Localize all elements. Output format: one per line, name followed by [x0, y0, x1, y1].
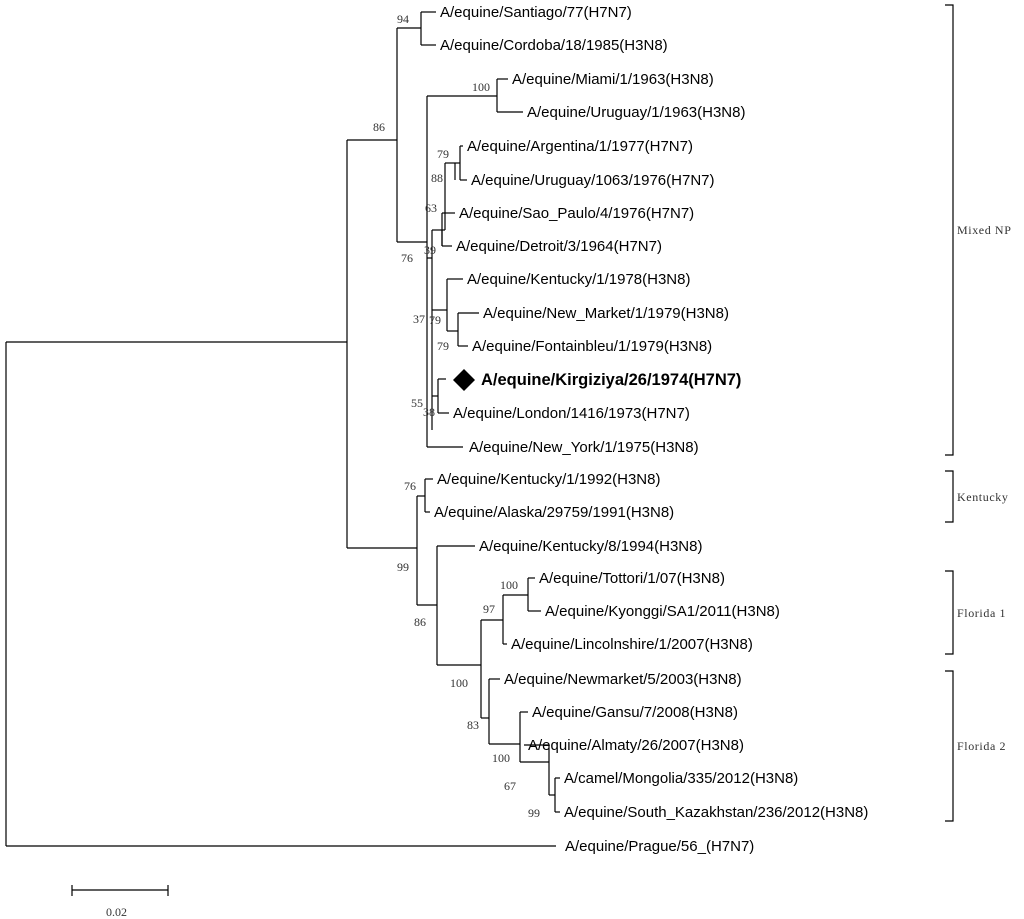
leaf-label: A/equine/Prague/56_(H7N7) [565, 838, 754, 855]
clade-label-kentucky: Kentucky [957, 490, 1008, 504]
leaf-label: A/equine/Miami/1/1963(H3N8) [512, 71, 714, 88]
bootstrap-value: 100 [472, 80, 490, 94]
bootstrap-value: 76 [401, 251, 413, 265]
bootstrap-value: 86 [414, 615, 426, 629]
leaf-label: A/equine/Almaty/26/2007(H3N8) [528, 737, 744, 754]
bootstrap-value: 100 [450, 676, 468, 690]
leaf-label: A/equine/Uruguay/1063/1976(H7N7) [471, 172, 715, 189]
leaf-label: A/equine/Kentucky/8/1994(H3N8) [479, 538, 702, 555]
leaf-label: A/equine/Lincolnshire/1/2007(H3N8) [511, 636, 753, 653]
bootstrap-value: 79 [437, 147, 449, 161]
scale-bar: 0.02 [71, 885, 169, 919]
leaf-label: A/equine/South_Kazakhstan/236/2012(H3N8) [564, 804, 868, 821]
leaf-label: A/equine/Uruguay/1/1963(H3N8) [527, 104, 745, 121]
bootstrap-value: 100 [500, 578, 518, 592]
bootstrap-value: 83 [467, 718, 479, 732]
leaf-label: A/equine/Gansu/7/2008(H3N8) [532, 704, 738, 721]
leaf-label: A/equine/Kyonggi/SA1/2011(H3N8) [545, 603, 780, 620]
leaf-labels: A/equine/Santiago/77(H7N7) A/equine/Cord… [434, 4, 868, 855]
leaf-label: A/equine/Cordoba/18/1985(H3N8) [440, 37, 668, 54]
bootstrap-value: 100 [492, 751, 510, 765]
leaf-label: A/equine/London/1416/1973(H7N7) [453, 405, 690, 422]
leaf-label: A/equine/Sao_Paulo/4/1976(H7N7) [459, 205, 694, 222]
leaf-label: A/equine/Kentucky/1/1992(H3N8) [437, 471, 660, 488]
bootstrap-value: 97 [483, 602, 495, 616]
bootstrap-values: 94 100 86 79 88 63 39 76 37 79 79 55 38 … [373, 12, 540, 820]
bootstrap-value: 79 [437, 339, 449, 353]
bootstrap-value: 37 [413, 312, 425, 326]
clade-bracket-florida-2 [945, 670, 954, 822]
leaf-label: A/equine/Argentina/1/1977(H7N7) [467, 138, 693, 155]
leaf-label: A/equine/Alaska/29759/1991(H3N8) [434, 504, 674, 521]
clade-label-mixed-np: Mixed NP [957, 223, 1011, 237]
bootstrap-value: 38 [423, 405, 435, 419]
clade-label-florida-1: Florida 1 [957, 606, 1006, 620]
diamond-icon [453, 369, 475, 391]
clade-bracket-mixed-np [945, 4, 954, 456]
bootstrap-value: 94 [397, 12, 409, 26]
bootstrap-value: 67 [504, 779, 516, 793]
bootstrap-value: 76 [404, 479, 416, 493]
clade-bracket-florida-1 [945, 570, 954, 655]
leaf-label: A/equine/New_York/1/1975(H3N8) [469, 439, 699, 456]
bootstrap-value: 63 [425, 201, 437, 215]
leaf-label: A/equine/Newmarket/5/2003(H3N8) [504, 671, 742, 688]
bootstrap-value: 55 [411, 396, 423, 410]
leaf-label: A/camel/Mongolia/335/2012(H3N8) [564, 770, 798, 787]
leaf-label: A/equine/Fontainbleu/1/1979(H3N8) [472, 338, 712, 355]
bootstrap-value: 79 [429, 313, 441, 327]
bootstrap-value: 86 [373, 120, 385, 134]
leaf-label: A/equine/Tottori/1/07(H3N8) [539, 570, 725, 587]
leaf-label-highlighted: A/equine/Kirgiziya/26/1974(H7N7) [481, 371, 741, 389]
clade-label-florida-2: Florida 2 [957, 739, 1006, 753]
bootstrap-value: 99 [528, 806, 540, 820]
bootstrap-value: 99 [397, 560, 409, 574]
clade-bracket-kentucky [945, 470, 954, 523]
tree-branches [5, 11, 560, 847]
leaf-label: A/equine/Santiago/77(H7N7) [440, 4, 632, 21]
scale-bar-label: 0.02 [106, 905, 127, 919]
bootstrap-value: 88 [431, 171, 443, 185]
leaf-label: A/equine/Detroit/3/1964(H7N7) [456, 238, 662, 255]
clade-brackets: Mixed NP Kentucky Florida 1 Florida 2 [945, 4, 1011, 822]
leaf-label: A/equine/New_Market/1/1979(H3N8) [483, 305, 729, 322]
leaf-label: A/equine/Kentucky/1/1978(H3N8) [467, 271, 690, 288]
bootstrap-value: 39 [424, 243, 436, 257]
